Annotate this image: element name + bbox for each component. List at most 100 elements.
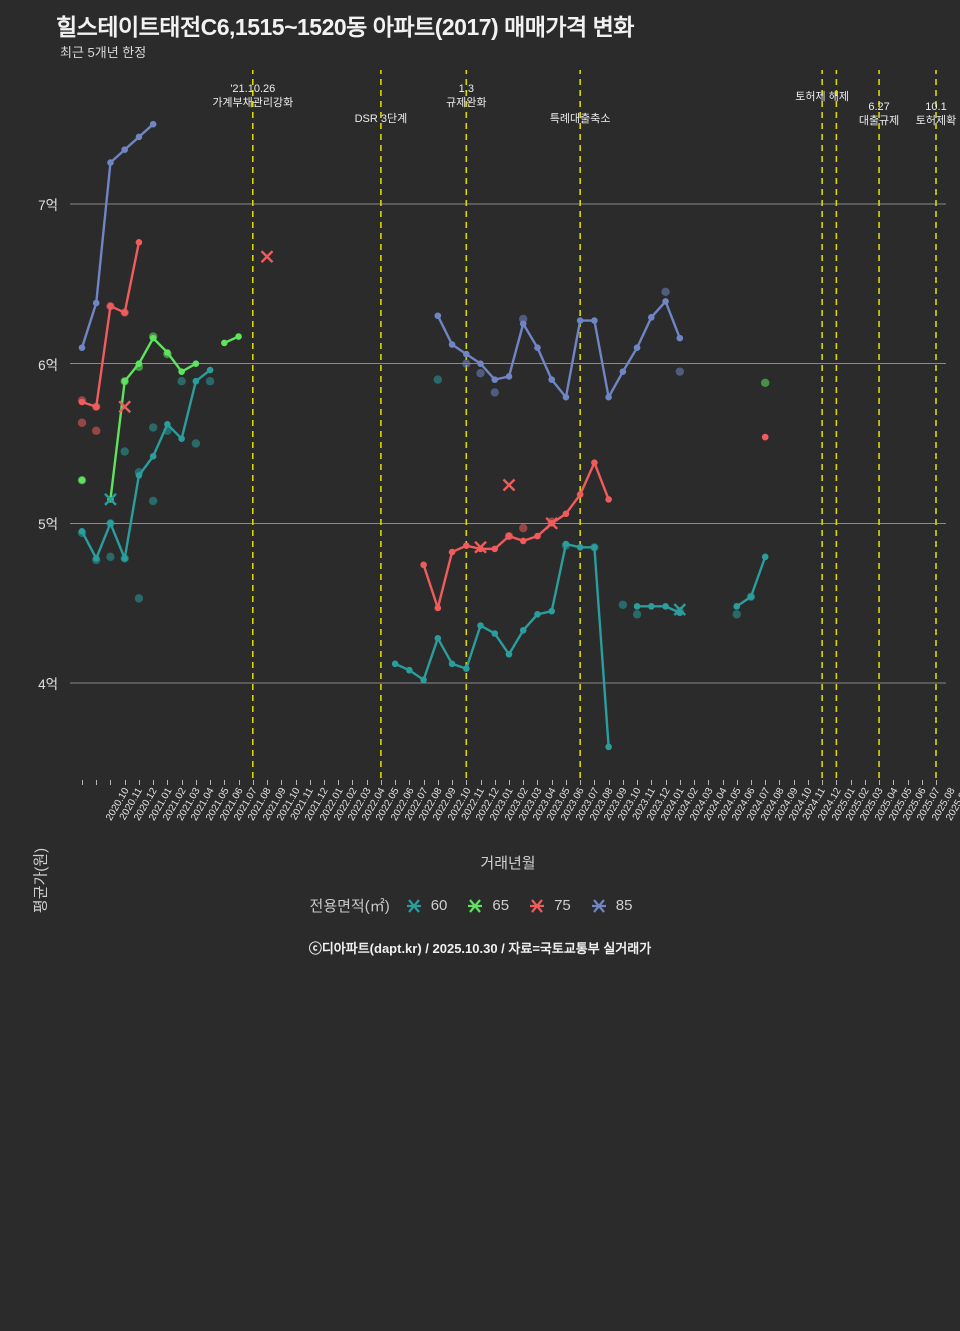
x-axis-tick-mark [423,780,425,785]
x-axis-tick-mark [694,780,696,785]
legend-item-label: 85 [615,897,633,914]
plot-area: 4억 5억 6억 7억 '21.10.26 가계부채관리강화 DSR 3단계 1.3 규제완화… [33,70,960,913]
x-axis-tick-mark [665,780,667,785]
annotation-line: 6.27 [868,101,890,113]
annotation-line: 토허제 해제 [795,91,849,103]
x-axis-tick-mark [224,780,226,785]
y-axis-title: 평균가(원) [32,847,50,914]
x-axis-tick-mark [153,780,155,785]
x-axis-tick-mark [779,780,781,785]
legend-marker-icon [530,898,545,913]
legend-title: 전용면적(㎡) [309,898,390,915]
x-axis-tick-mark [822,780,824,785]
x-axis-tick-mark [110,780,112,785]
x-axis-tick-mark [551,780,553,785]
x-axis-tick-mark [281,780,283,785]
x-axis-tick-mark [210,780,212,785]
annotation-line: 특례대출축소 [549,113,611,125]
legend-item-label: 75 [554,897,571,914]
x-axis-tick-mark [380,780,382,785]
x-axis-tick-mark [437,780,439,785]
x-axis-tick-mark [537,780,539,785]
annotation-line: 10.1 [925,101,947,113]
x-axis-title: 거래년월 [480,855,536,872]
annotation-label: 1.3 규제완화 [446,82,486,110]
x-axis-tick-mark [523,780,525,785]
legend-item-85[interactable]: 85 [589,896,633,916]
x-axis-tick-mark [708,780,710,785]
legend: 전용면적(㎡) 60 65 75 85 [0,895,960,916]
x-axis-tick-mark [466,780,468,785]
x-axis-tick-mark [323,780,325,785]
annotation-label: 10.1 토허제확 [916,100,956,128]
x-axis-tick-mark [167,780,169,785]
x-axis-tick-mark [338,780,340,785]
x-axis-tick-mark [793,780,795,785]
annotation-label: 특례대출축소 [550,112,611,126]
legend-item-65[interactable]: 65 [465,896,509,916]
annotation-line: 1.3 [458,83,474,95]
annotation-line: 규제완화 [446,97,487,109]
x-axis-tick-mark [452,780,454,785]
x-axis-tick-mark [395,780,397,785]
x-axis-tick-mark [921,780,923,785]
x-axis-tick-mark [750,780,752,785]
legend-marker-icon [468,898,483,913]
x-axis-tick-mark [366,780,368,785]
x-axis-tick-mark [352,780,354,785]
x-axis-tick-mark [907,780,909,785]
annotation-label: 토허제 해제 [795,90,849,104]
legend-marker-icon [406,898,421,913]
x-axis-tick-mark [936,780,937,785]
y-axis-tick-label: 5억 [38,517,58,533]
x-axis-tick-mark [494,780,496,785]
x-axis-tick-mark [807,780,809,785]
annotation-line: 대출규제 [858,115,900,127]
chart-page: 힐스테이트태전C6,1515~1520동 아파트(2017) 매매가격 변화 최… [0,14,960,956]
legend-item-75[interactable]: 75 [527,896,571,916]
x-axis-tick-mark [765,780,767,785]
x-axis-tick-mark [608,780,610,785]
y-axis-tick-label: 6억 [38,357,58,373]
annotation-line: DSR 3단계 [354,113,408,125]
x-axis-tick-mark [181,780,183,785]
annotation-label: 6.27 대출규제 [859,100,899,128]
annotation-label: DSR 3단계 [355,112,408,126]
x-axis-tick-mark [893,780,895,785]
x-axis-tick-mark [295,780,297,785]
legend-item-60[interactable]: 60 [404,896,447,916]
x-axis-tick-mark [679,780,681,785]
annotation-line: '21.10.26 [230,83,276,95]
page-title: 힐스테이트태전C6,1515~1520동 아파트(2017) 매매가격 변화 [56,14,634,40]
x-axis-tick-mark [580,780,582,785]
x-axis-tick-mark [736,780,738,785]
x-axis-tick-mark [864,780,866,785]
legend-items: 60 65 75 85 [404,896,651,916]
y-axis-tick-label: 7억 [38,198,58,213]
x-axis-tick-mark [82,780,83,785]
x-axis-tick-mark [879,780,881,785]
x-axis-tick-mark [594,780,596,785]
x-axis-tick-mark [565,780,567,785]
x-axis-tick-mark [309,780,311,785]
legend-marker-icon [591,898,606,913]
x-axis-tick-mark [850,780,852,785]
annotation-line: 가계부채관리강화 [212,97,294,109]
x-axis-tick-mark [138,780,140,785]
x-axis-tick-mark [509,780,510,785]
x-axis-tick-mark [836,780,838,785]
x-axis-tick-mark [96,780,98,785]
x-axis-tick-mark [480,780,482,785]
x-axis-tick-mark [124,780,126,785]
x-axis-tick-mark [252,780,254,785]
x-axis-tick-mark [637,780,639,785]
footer-credit: ⓒ디아파트(dapt.kr) / 2025.10.30 / 자료=국토교통부 실… [308,941,652,956]
y-axis-tick-label: 4억 [38,677,58,692]
page-subtitle: 최근 5개년 한정 [60,45,147,60]
x-axis-tick-mark [722,780,724,785]
x-axis-tick-mark [238,780,240,785]
x-axis-tick-mark [651,780,653,785]
x-axis-tick-mark [267,780,269,785]
x-axis-tick-mark [622,780,624,785]
annotation-line: 토허제확 [915,115,957,127]
